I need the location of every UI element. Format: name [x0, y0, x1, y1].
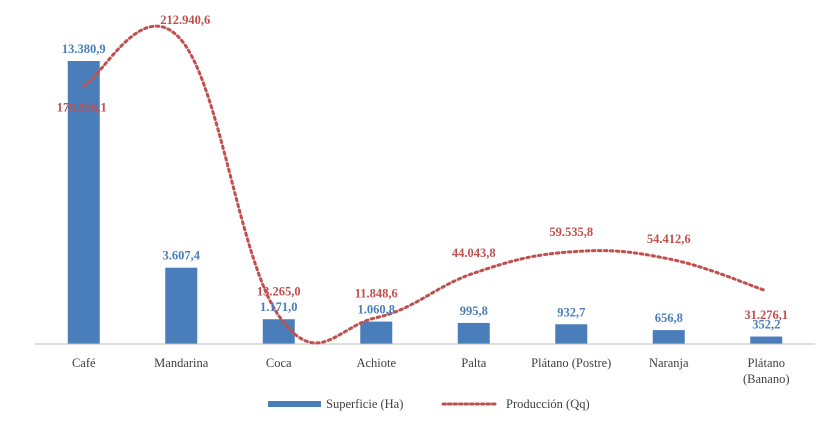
- bar-value-label-1: 3.607,4: [163, 249, 201, 263]
- legend-label-produccion: Producción (Qq): [506, 397, 590, 411]
- category-label-0: Café: [72, 356, 96, 370]
- bar-value-label-4: 995,8: [460, 304, 488, 318]
- line-series-group: [82, 24, 768, 345]
- line-value-label-7: 31.276,1: [744, 308, 788, 322]
- category-label-6: Naranja: [649, 356, 689, 370]
- bar-labels-group: 13.380,9 3.607,4 1.171,0 1.060,8 995,8 932,7 6…: [62, 42, 780, 332]
- bar-value-label-5: 932,7: [557, 305, 585, 319]
- category-label-3: Achiote: [356, 356, 396, 370]
- line-value-label-1: 212.940,6: [160, 13, 210, 27]
- category-label-4: Palta: [461, 356, 486, 370]
- category-label-5: Plátano (Postre): [531, 356, 611, 370]
- bar-3: [360, 321, 393, 344]
- line-value-label-2: 13.265,0: [257, 285, 301, 299]
- bar-2: [262, 319, 295, 344]
- line-value-label-0: 179.956,1: [57, 101, 107, 115]
- line-value-label-3: 11.848,6: [355, 287, 398, 301]
- bar-value-label-2: 1.171,0: [260, 300, 298, 314]
- legend: Superficie (Ha) Producción (Qq): [268, 397, 590, 411]
- bar-1: [165, 267, 198, 344]
- bar-7: [750, 336, 783, 344]
- bar-4: [457, 322, 490, 344]
- line-labels-group: 179.956,1 212.940,6 13.265,0 11.848,6 44.043…: [57, 13, 788, 322]
- category-label-1: Mandarina: [154, 356, 209, 370]
- category-labels-group: Café Mandarina Coca Achiote Palta Plátano (Po…: [72, 356, 790, 386]
- line-value-label-5: 59.535,8: [549, 225, 593, 239]
- legend-label-superficie: Superficie (Ha): [326, 397, 403, 411]
- bar-value-label-0: 13.380,9: [62, 42, 106, 56]
- bar-6: [652, 330, 685, 344]
- bar-value-label-3: 1.060,8: [358, 303, 396, 317]
- category-label-2: Coca: [266, 356, 292, 370]
- bar-value-label-6: 656,8: [655, 311, 683, 325]
- bar-0: [67, 61, 100, 344]
- line-value-label-4: 44.043,8: [452, 246, 496, 260]
- legend-swatch-superficie: [268, 401, 321, 407]
- production-line: [82, 24, 768, 345]
- bar-value-label-7: 352,2: [752, 318, 780, 332]
- category-label-7: Plátano (Banano): [743, 356, 790, 386]
- bar-5: [555, 324, 588, 344]
- line-value-label-6: 54.412,6: [647, 232, 691, 246]
- bars-group: [67, 61, 783, 344]
